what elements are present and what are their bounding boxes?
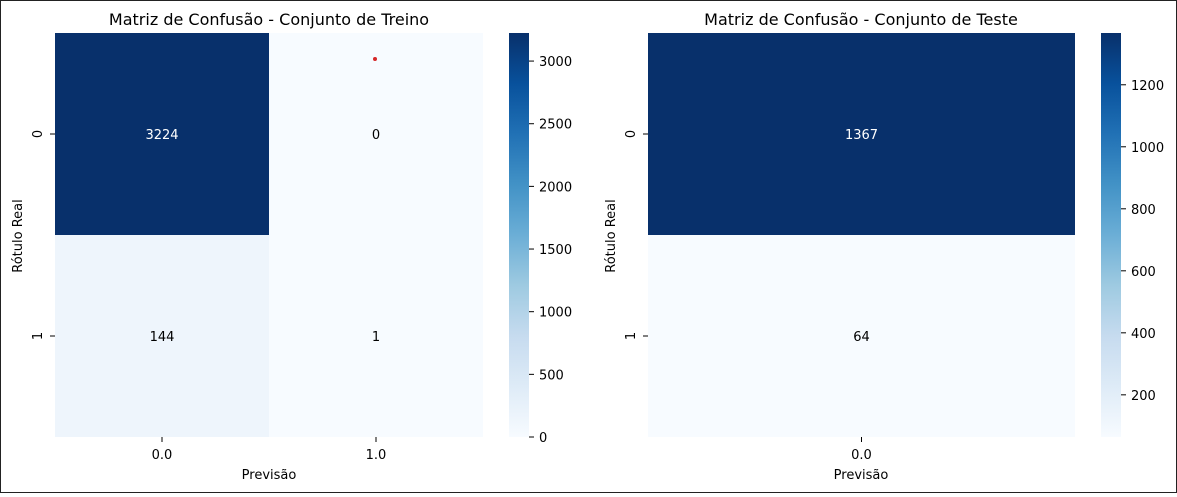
heatmap-cell-r1-c0 (55, 235, 269, 437)
colorbar-tick-label: 800 (1131, 203, 1156, 218)
cell-value-r1-c0: 144 (150, 330, 175, 345)
cell-value-r0-c0: 1367 (845, 128, 878, 143)
heatmap-cell-r0-c0 (55, 33, 269, 235)
y-ticks-treino: 01 (31, 130, 55, 340)
x-ticks-teste: 0.0 (851, 437, 872, 463)
colorbar-gradient (509, 33, 529, 437)
colorbar-tick-label: 0 (539, 431, 547, 446)
heatmap-cells-teste (648, 33, 1075, 437)
x-axis-label-teste: Previsão (834, 468, 889, 483)
heatmap-cell-r1-c1 (269, 235, 483, 437)
red-dot-marker (373, 57, 377, 61)
y-tick-label: 0 (31, 130, 46, 138)
colorbar-tick-label: 2000 (539, 180, 572, 195)
heatmap-treino: Matriz de Confusão - Conjunto de Treino … (11, 10, 572, 483)
y-tick-label: 0 (624, 130, 639, 138)
x-tick-label: 0.0 (851, 448, 872, 463)
colorbar-treino: 0 500 1000 1500 2000 2500 3000 (509, 33, 572, 446)
y-axis-label-treino: Rótulo Real (11, 199, 26, 272)
chart-title-treino: Matriz de Confusão - Conjunto de Treino (109, 10, 429, 29)
x-axis-label-treino: Previsão (242, 468, 297, 483)
y-tick-label: 1 (624, 332, 639, 340)
colorbar-gradient (1101, 33, 1121, 437)
cell-value-r0-c0: 3224 (145, 128, 178, 143)
x-tick-label: 0.0 (152, 448, 173, 463)
colorbar-tick-label: 600 (1131, 265, 1156, 280)
colorbar-teste: 200 400 600 800 1000 1200 (1101, 33, 1164, 437)
x-tick-label: 1.0 (366, 448, 387, 463)
colorbar-tick-label: 500 (539, 368, 564, 383)
cell-value-r1-c0: 64 (853, 330, 870, 345)
heatmap-cell-r0-c0 (648, 33, 1075, 235)
heatmap-cells-treino (55, 33, 483, 437)
cell-value-r0-c1: 0 (372, 128, 380, 143)
heatmap-cell-r0-c1 (269, 33, 483, 235)
cell-annotations-teste: 1367 64 (845, 128, 878, 345)
colorbar-tick-label: 1000 (539, 306, 572, 321)
cell-annotations-treino: 3224 0 144 1 (145, 128, 380, 345)
heatmap-teste: Matriz de Confusão - Conjunto de Teste 1… (604, 10, 1164, 483)
colorbar-tick-label: 1200 (1131, 79, 1164, 94)
colorbar-tick-label: 3000 (539, 55, 572, 70)
colorbar-tick-label: 2500 (539, 118, 572, 133)
colorbar-tick-label: 200 (1131, 389, 1156, 404)
colorbar-tick-label: 400 (1131, 327, 1156, 342)
x-ticks-treino: 0.0 1.0 (152, 437, 387, 463)
colorbar-tick-label: 1000 (1131, 141, 1164, 156)
y-axis-label-teste: Rótulo Real (604, 199, 619, 272)
cell-value-r1-c1: 1 (372, 330, 380, 345)
chart-title-teste: Matriz de Confusão - Conjunto de Teste (704, 10, 1018, 29)
colorbar-tick-label: 1500 (539, 243, 572, 258)
y-tick-label: 1 (31, 332, 46, 340)
y-ticks-teste: 01 (624, 130, 648, 340)
heatmap-cell-r1-c0 (648, 235, 1075, 437)
